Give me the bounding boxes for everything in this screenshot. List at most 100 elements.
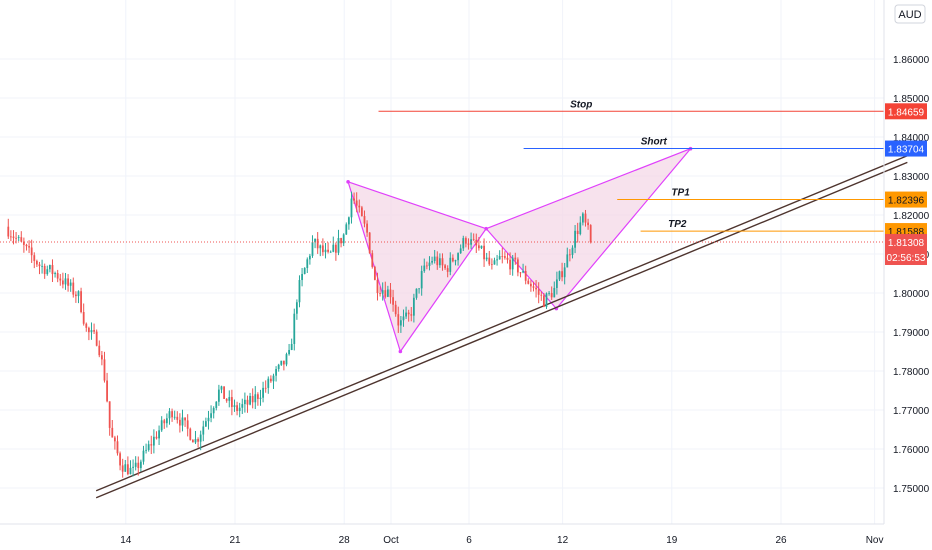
candle bbox=[321, 238, 324, 256]
candle bbox=[186, 414, 189, 437]
trendline-1[interactable] bbox=[95, 155, 908, 492]
pattern-point-a[interactable] bbox=[398, 349, 403, 354]
candle bbox=[202, 420, 205, 442]
candle bbox=[358, 199, 361, 213]
price-axis[interactable]: 1.75000 1.76000 1.77000 1.78000 1.79000 1.800… bbox=[893, 55, 930, 495]
time-axis[interactable]: 14 21 28 Oct 6 12 19 26 Nov bbox=[120, 535, 883, 546]
candle bbox=[490, 258, 493, 270]
candle bbox=[17, 235, 20, 242]
pattern-leg-xb[interactable] bbox=[347, 181, 487, 230]
candle bbox=[579, 216, 582, 236]
candle bbox=[581, 212, 584, 226]
candle bbox=[106, 372, 108, 403]
candle bbox=[431, 256, 433, 265]
candle bbox=[514, 252, 517, 265]
candle bbox=[550, 286, 553, 300]
candle bbox=[371, 250, 374, 269]
candle bbox=[329, 250, 332, 253]
pattern-point-x[interactable] bbox=[346, 180, 350, 184]
candle bbox=[418, 288, 420, 294]
candle bbox=[46, 265, 49, 276]
pattern-leg-ab[interactable] bbox=[399, 228, 487, 352]
candle bbox=[457, 252, 459, 266]
price-tick-label: 1.86000 bbox=[893, 55, 930, 66]
candle bbox=[285, 352, 288, 367]
candle bbox=[277, 363, 280, 372]
candle bbox=[64, 272, 67, 290]
candle bbox=[420, 265, 423, 296]
candle bbox=[558, 270, 561, 282]
candle bbox=[467, 238, 470, 250]
candle bbox=[152, 429, 155, 454]
candle bbox=[223, 386, 225, 399]
candle bbox=[386, 285, 389, 298]
candle bbox=[288, 343, 290, 356]
candle bbox=[254, 386, 257, 410]
candle bbox=[332, 236, 335, 253]
candle bbox=[199, 430, 202, 451]
svg-text:1.81588: 1.81588 bbox=[888, 227, 925, 238]
candle bbox=[363, 210, 366, 228]
candle bbox=[381, 282, 384, 301]
candle bbox=[301, 267, 303, 287]
price-tick-label: 1.85000 bbox=[893, 94, 930, 105]
horizontal-levels[interactable]: Stop Short TP1 TP2 bbox=[378, 99, 884, 232]
candle bbox=[446, 265, 449, 278]
candle bbox=[397, 306, 400, 333]
price-tick-label: 1.78000 bbox=[893, 367, 930, 378]
candle bbox=[41, 259, 43, 274]
candle bbox=[48, 264, 51, 273]
candle bbox=[480, 245, 483, 250]
svg-text:1.81308: 1.81308 bbox=[888, 238, 925, 249]
candle bbox=[25, 243, 28, 251]
candle bbox=[251, 388, 254, 409]
candle bbox=[129, 460, 132, 475]
trendline-2[interactable] bbox=[95, 161, 908, 499]
pattern-leg-bc[interactable] bbox=[485, 228, 557, 309]
candle bbox=[269, 375, 272, 383]
candle bbox=[173, 410, 176, 420]
candle bbox=[272, 373, 275, 389]
candle bbox=[194, 430, 197, 445]
candle bbox=[540, 291, 543, 301]
pattern-leg-cd[interactable] bbox=[555, 148, 691, 309]
price-tick-label: 1.77000 bbox=[893, 406, 930, 417]
candle bbox=[368, 232, 371, 254]
candle bbox=[376, 272, 379, 301]
trendline-channel[interactable] bbox=[95, 155, 908, 499]
pattern-point-b[interactable] bbox=[484, 226, 488, 231]
candle bbox=[355, 192, 358, 213]
candle bbox=[399, 316, 402, 333]
candle bbox=[561, 262, 563, 282]
candle bbox=[51, 259, 54, 282]
candle bbox=[545, 292, 548, 309]
candle bbox=[280, 360, 283, 366]
candle bbox=[347, 216, 350, 230]
candle bbox=[204, 417, 207, 428]
candle bbox=[298, 275, 301, 308]
candle bbox=[20, 231, 23, 243]
candle bbox=[72, 277, 75, 298]
candle bbox=[113, 435, 116, 450]
currency-badge[interactable]: AUD bbox=[894, 4, 926, 24]
candle bbox=[553, 281, 556, 298]
candle bbox=[191, 439, 194, 443]
time-tick-label: 26 bbox=[775, 535, 787, 546]
candle bbox=[587, 218, 589, 230]
candle bbox=[384, 281, 387, 299]
candle bbox=[415, 288, 418, 300]
candle bbox=[314, 238, 316, 249]
candle bbox=[475, 233, 478, 254]
candle bbox=[74, 291, 77, 303]
candle bbox=[56, 269, 59, 283]
candle bbox=[337, 229, 340, 256]
current-price-label: 1.81308 02:56:53 bbox=[885, 233, 927, 265]
candle bbox=[436, 251, 439, 270]
candle bbox=[493, 257, 496, 265]
candle bbox=[444, 263, 446, 270]
candle bbox=[350, 191, 353, 224]
candle bbox=[212, 406, 215, 419]
pattern-leg-bd[interactable] bbox=[485, 148, 691, 230]
